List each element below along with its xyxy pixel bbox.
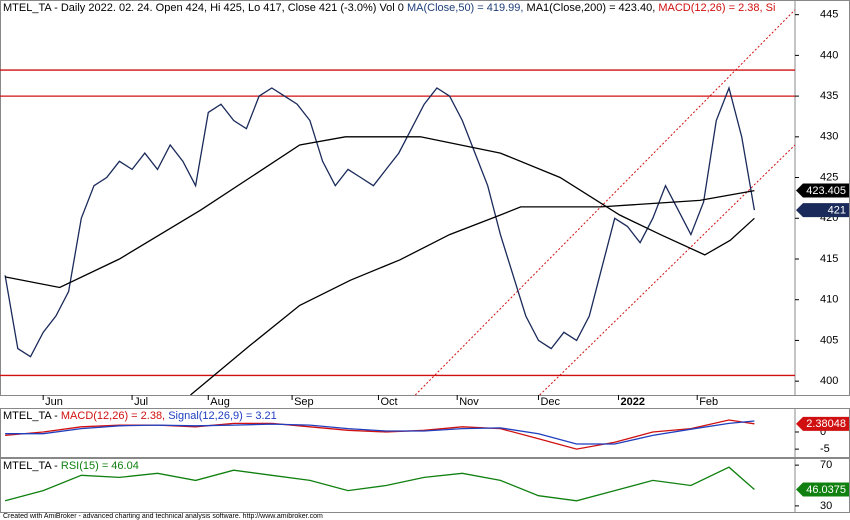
y-tick-label: 440 <box>820 49 838 61</box>
value-badge <box>796 183 849 198</box>
value-badge-label: 2.38048 <box>806 418 846 430</box>
y-tick-label: 30 <box>820 500 832 512</box>
y-tick-label: 415 <box>820 253 838 265</box>
value-badge-label: 421 <box>828 205 846 217</box>
y-tick-label: 70 <box>820 459 832 471</box>
value-badge <box>796 416 849 431</box>
y-tick-label: 405 <box>820 334 838 346</box>
value-badge-label: 46.0375 <box>806 484 846 496</box>
title-part: MA(Close,50) = 419.99, <box>407 2 527 14</box>
x-tick-label: Jun <box>45 396 63 408</box>
series-line <box>4 85 756 358</box>
pane-title: MTEL_TA - MACD(12,26) = 2.38, Signal(12,… <box>3 410 277 422</box>
y-tick-label: 425 <box>820 171 838 183</box>
title-part: MACD(12,26) = 2.38, <box>61 410 168 422</box>
footer: Created with AmiBroker - advanced charti… <box>3 513 323 520</box>
title-part: MTEL_TA - <box>3 410 61 422</box>
pane-title: MTEL_TA - Daily 2022. 02. 24. Open 424, … <box>3 2 775 14</box>
title-part: Signal(12,26,9) = 3.21 <box>168 410 277 422</box>
y-tick-label: 410 <box>820 294 838 306</box>
x-tick-label: Nov <box>459 396 479 408</box>
value-badge <box>796 482 849 497</box>
x-tick-label: Feb <box>699 396 718 408</box>
x-tick-label: Oct <box>380 396 397 408</box>
x-tick-label: Dec <box>540 396 560 408</box>
x-tick-label: 2022 <box>620 396 644 408</box>
title-part: RSI(15) = 46.04 <box>61 460 139 472</box>
y-tick-label: 445 <box>820 9 838 21</box>
series-line <box>4 136 755 289</box>
x-tick-label: Jul <box>134 396 148 408</box>
pane-title: MTEL_TA - RSI(15) = 46.04 <box>3 460 139 472</box>
y-tick-label: -5 <box>820 443 830 455</box>
title-part: MTEL_TA - <box>3 460 61 472</box>
x-tick-label: Aug <box>210 396 230 408</box>
series-line <box>4 466 755 502</box>
value-badge <box>796 203 849 218</box>
series-line <box>190 189 755 395</box>
y-tick-label: 430 <box>820 131 838 143</box>
x-tick-label: Sep <box>294 396 314 408</box>
y-tick-label: 435 <box>820 90 838 102</box>
series-line <box>5 420 755 445</box>
title-part: MACD(12,26) = 2.38, Si <box>658 2 775 14</box>
title-part: MA1(Close,200) = 423.40, <box>527 2 659 14</box>
channel-line <box>539 144 796 396</box>
y-tick-label: 0 <box>820 426 826 438</box>
y-tick-label: 400 <box>820 375 838 387</box>
value-badge-label: 423.405 <box>806 185 846 197</box>
title-part: MTEL_TA - Daily 2022. 02. 24. Open 424, … <box>3 2 407 14</box>
